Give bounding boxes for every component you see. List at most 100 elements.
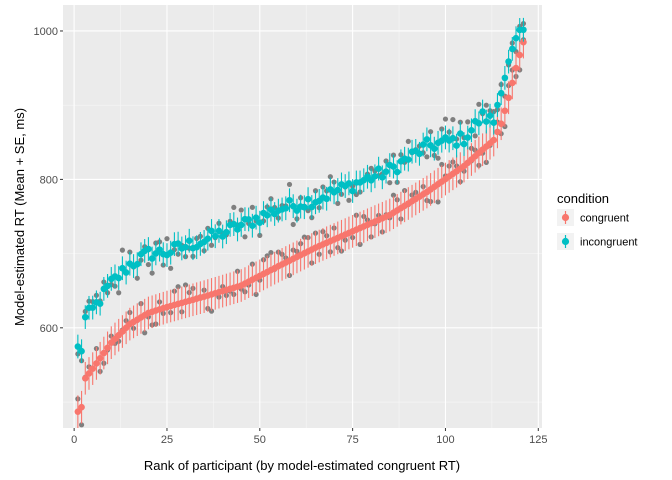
point-incongruent — [520, 26, 527, 34]
raw-point-incongruent — [428, 129, 434, 135]
point-incongruent — [379, 173, 386, 181]
point-congruent — [505, 94, 512, 102]
point-incongruent — [345, 180, 353, 187]
raw-point-incongruent — [450, 116, 456, 123]
point-congruent — [100, 349, 108, 357]
point-congruent — [497, 120, 505, 128]
point-incongruent — [74, 343, 82, 350]
point-congruent — [512, 64, 520, 72]
raw-point-incongruent — [368, 165, 374, 171]
raw-point-congruent — [175, 284, 181, 290]
point-incongruent — [475, 120, 483, 127]
point-incongruent — [419, 141, 427, 148]
raw-point-congruent — [253, 291, 259, 298]
point-incongruent — [512, 34, 520, 42]
point-incongruent — [245, 216, 252, 223]
point-incongruent — [334, 186, 342, 194]
point-incongruent — [282, 204, 290, 212]
point-incongruent — [211, 232, 219, 240]
point-incongruent — [323, 195, 330, 203]
raw-point-incongruent — [249, 204, 255, 210]
raw-point-incongruent — [346, 197, 352, 203]
point-incongruent — [468, 126, 475, 134]
raw-point-incongruent — [134, 275, 140, 281]
point-incongruent — [263, 212, 271, 219]
raw-point-incongruent — [435, 155, 441, 161]
point-incongruent — [508, 45, 516, 53]
point-incongruent — [223, 228, 230, 236]
point-incongruent — [115, 274, 122, 282]
point-incongruent — [349, 187, 356, 195]
point-incongruent — [371, 172, 379, 180]
raw-point-incongruent — [387, 180, 393, 186]
point-incongruent — [375, 165, 382, 172]
raw-point-incongruent — [208, 242, 215, 248]
point-incongruent — [104, 282, 111, 290]
y-tick-label: 1000 — [34, 26, 58, 38]
point-congruent — [520, 38, 527, 46]
x-tick-label: 125 — [529, 434, 547, 446]
legend-label-incongruent: incongruent — [580, 237, 638, 249]
raw-point-congruent — [142, 330, 148, 336]
point-incongruent — [304, 195, 312, 203]
point-incongruent — [122, 269, 130, 276]
point-incongruent — [289, 202, 297, 210]
point-congruent — [494, 128, 501, 136]
raw-point-incongruent — [442, 116, 449, 122]
point-incongruent — [182, 243, 189, 251]
point-incongruent — [219, 233, 226, 240]
raw-point-congruent — [208, 308, 215, 314]
point-incongruent — [301, 203, 308, 211]
series-incongruent — [74, 17, 527, 364]
point-incongruent — [148, 255, 156, 262]
point-incongruent — [460, 140, 468, 148]
point-congruent — [490, 136, 498, 144]
point-congruent — [78, 403, 85, 411]
point-incongruent — [382, 168, 390, 175]
point-congruent — [93, 360, 100, 367]
raw-point-incongruent — [405, 138, 411, 145]
legend-key-incongruent-point — [561, 237, 570, 246]
raw-point-congruent — [435, 199, 441, 205]
point-incongruent — [234, 226, 241, 233]
point-incongruent — [497, 89, 505, 97]
x-tick-label: 25 — [161, 434, 173, 446]
raw-point-incongruent — [257, 232, 263, 238]
point-congruent — [81, 374, 89, 382]
raw-point-incongruent — [242, 234, 248, 240]
point-congruent — [85, 370, 93, 377]
point-incongruent — [119, 264, 126, 272]
y-tick-label: 600 — [40, 323, 58, 335]
legend-title: condition — [557, 191, 609, 206]
point-incongruent — [174, 240, 182, 247]
legend-key-incongruent — [557, 233, 574, 250]
point-incongruent — [78, 347, 85, 355]
point-incongruent — [81, 313, 89, 321]
point-incongruent — [230, 220, 238, 228]
point-congruent — [104, 344, 111, 352]
x-axis-title: Rank of participant (by model-estimated … — [144, 458, 460, 473]
point-incongruent — [483, 118, 490, 125]
point-congruent — [96, 354, 104, 362]
point-incongruent — [204, 235, 212, 243]
raw-point-incongruent — [290, 221, 296, 228]
raw-point-congruent — [268, 249, 274, 256]
point-congruent — [516, 51, 524, 59]
raw-point-congruent — [182, 282, 189, 288]
y-axis-title: Model-estimated RT (Mean + SE, ms) — [12, 108, 27, 326]
point-incongruent — [286, 196, 293, 204]
point-incongruent — [252, 214, 260, 221]
point-congruent — [501, 107, 509, 115]
point-incongruent — [249, 222, 256, 230]
raw-point-incongruent — [335, 200, 341, 206]
point-incongruent — [423, 136, 431, 143]
point-incongruent — [501, 74, 509, 82]
raw-point-incongruent — [168, 265, 174, 271]
point-incongruent — [505, 58, 512, 65]
point-incongruent — [185, 237, 193, 245]
x-tick-label: 0 — [71, 434, 77, 446]
x-tick-label: 50 — [254, 434, 266, 446]
point-incongruent — [156, 246, 163, 253]
point-incongruent — [390, 163, 397, 170]
